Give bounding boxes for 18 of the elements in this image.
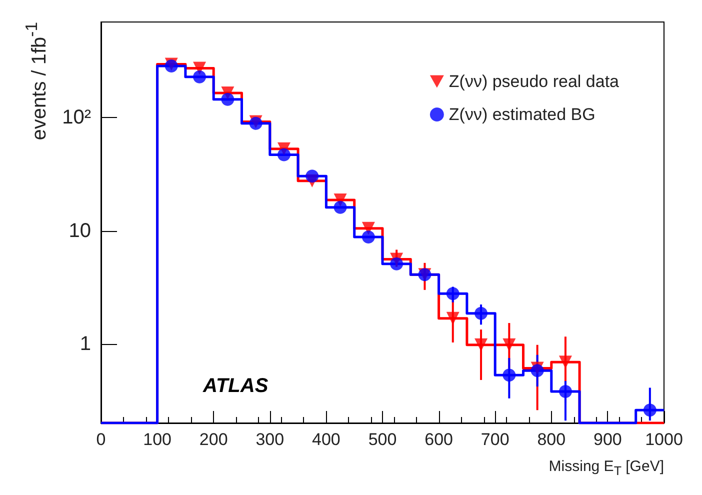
legend-label: Z(νν) estimated BG — [448, 105, 596, 124]
x-tick-label: 300 — [256, 430, 284, 449]
x-tick-label: 600 — [424, 430, 453, 449]
x-tick-label: 700 — [480, 430, 510, 449]
y-tick-label: 1 — [80, 332, 91, 355]
x-tick-label: 400 — [312, 430, 340, 449]
annotation: ATLAS — [202, 375, 269, 397]
y-tick-label: 10 — [68, 220, 91, 242]
x-tick-label: 1000 — [645, 430, 683, 449]
x-tick-label: 900 — [594, 430, 622, 449]
x-tick-label: 800 — [537, 430, 566, 449]
x-tick-label: 200 — [199, 430, 228, 449]
x-axis-title: Missing E$_{T}$ [GeV] — [548, 458, 664, 478]
x-tick-label: 500 — [368, 430, 397, 449]
y-tick-label: 10² — [62, 106, 92, 129]
x-tick-label: 100 — [143, 430, 172, 449]
x-tick-label: 0 — [96, 430, 106, 449]
legend-label: Z(νν) pseudo real data — [448, 72, 620, 91]
